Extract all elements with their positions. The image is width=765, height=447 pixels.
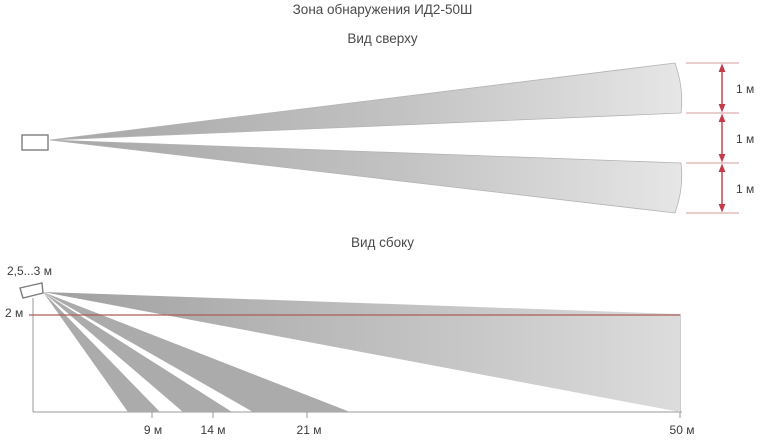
distance-label-21m: 21 м [296, 423, 322, 437]
side-view-beam-9m [43, 292, 160, 412]
reference-height-label: 2 м [5, 306, 24, 320]
mount-height-label: 2,5...3 м [7, 264, 52, 278]
detector-side-view-icon [19, 282, 44, 299]
dimension-extension-lines [686, 62, 739, 214]
page-title: Зона обнаружения ИД2-50Ш [292, 2, 473, 17]
dimension-label: 1 м [736, 132, 755, 146]
dimension-arrows [718, 63, 726, 213]
detector-top-view-icon [21, 134, 49, 151]
dimension-label: 1 м [736, 182, 755, 196]
top-view-drawing [21, 62, 739, 214]
distance-ticks [151, 412, 308, 418]
distance-label-50m: 50 м [669, 423, 695, 437]
side-view-drawing [19, 282, 682, 418]
top-view-label: Вид сверху [347, 31, 418, 46]
side-view-beam-21m [43, 292, 350, 412]
side-view-beam-14m [43, 292, 232, 412]
dimension-label: 1 м [736, 82, 755, 96]
distance-label-9m: 9 м [143, 423, 163, 437]
side-view-beam-50m [43, 292, 680, 412]
top-view-lower-beam [49, 139, 683, 214]
distance-label-14m: 14 м [200, 423, 226, 437]
top-view-upper-beam [49, 62, 683, 141]
side-view-label: Вид сбоку [351, 235, 414, 250]
